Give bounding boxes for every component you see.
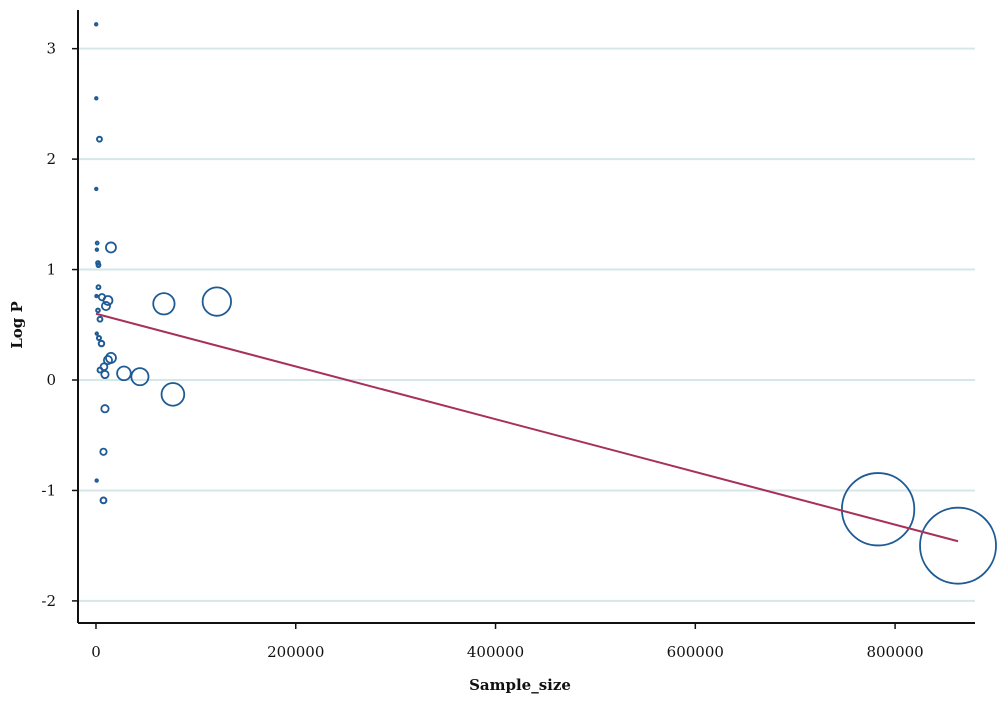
bubble-point	[93, 22, 99, 27]
regression-line	[95, 312, 959, 543]
bubble-point	[130, 367, 150, 387]
x-tick-label: 0	[91, 643, 101, 661]
bubble-point	[95, 284, 102, 291]
bubble-point	[201, 286, 232, 317]
bubble-point	[94, 96, 99, 101]
x-tick-label: 400000	[467, 643, 524, 661]
gridlines	[78, 47, 975, 602]
regression-line-group	[95, 312, 959, 543]
y-tick-label: -2	[41, 592, 56, 610]
bubble-point	[99, 447, 108, 456]
axes	[77, 10, 975, 624]
bubble-point	[96, 366, 104, 374]
bubble-point	[94, 247, 100, 252]
bubble-point	[95, 307, 101, 314]
y-tick-label: 3	[46, 40, 56, 58]
bubble-point	[96, 135, 103, 143]
bubble-point	[94, 293, 99, 299]
bubble-point	[94, 240, 100, 246]
bubble-point	[100, 301, 111, 311]
x-axis-title: Sample_size	[469, 676, 571, 694]
bubble-point	[105, 241, 117, 254]
x-tick-label: 800000	[866, 643, 923, 661]
bubble-point	[97, 339, 106, 348]
bubble-point	[100, 404, 110, 414]
bubble-point	[116, 365, 132, 382]
bubble-point	[95, 260, 101, 266]
bubble-point	[919, 506, 997, 585]
x-tick-label: 200000	[267, 643, 324, 661]
y-axis-ticks: -2 -1 0 1 2 3	[41, 40, 78, 610]
y-tick-label: 1	[46, 261, 56, 279]
bubble-point	[102, 355, 113, 366]
bubble-point	[152, 292, 176, 316]
bubble-point	[97, 293, 107, 302]
x-axis-ticks: 0 200000 400000 600000 800000	[91, 623, 924, 661]
bubble-point	[94, 478, 99, 483]
x-tick-label: 600000	[667, 643, 724, 661]
bubble-point	[841, 472, 916, 547]
data-points	[93, 22, 997, 585]
bubble-point	[99, 496, 108, 505]
bubble-point	[96, 315, 104, 323]
bubble-point	[95, 334, 103, 342]
bubble-point	[94, 186, 99, 192]
bubble-point	[160, 382, 186, 407]
y-axis-title: Log P	[8, 301, 26, 349]
y-tick-label: 2	[46, 150, 56, 168]
bubble-point	[94, 331, 99, 336]
y-tick-label: 0	[46, 371, 56, 389]
y-tick-label: -1	[41, 481, 56, 499]
